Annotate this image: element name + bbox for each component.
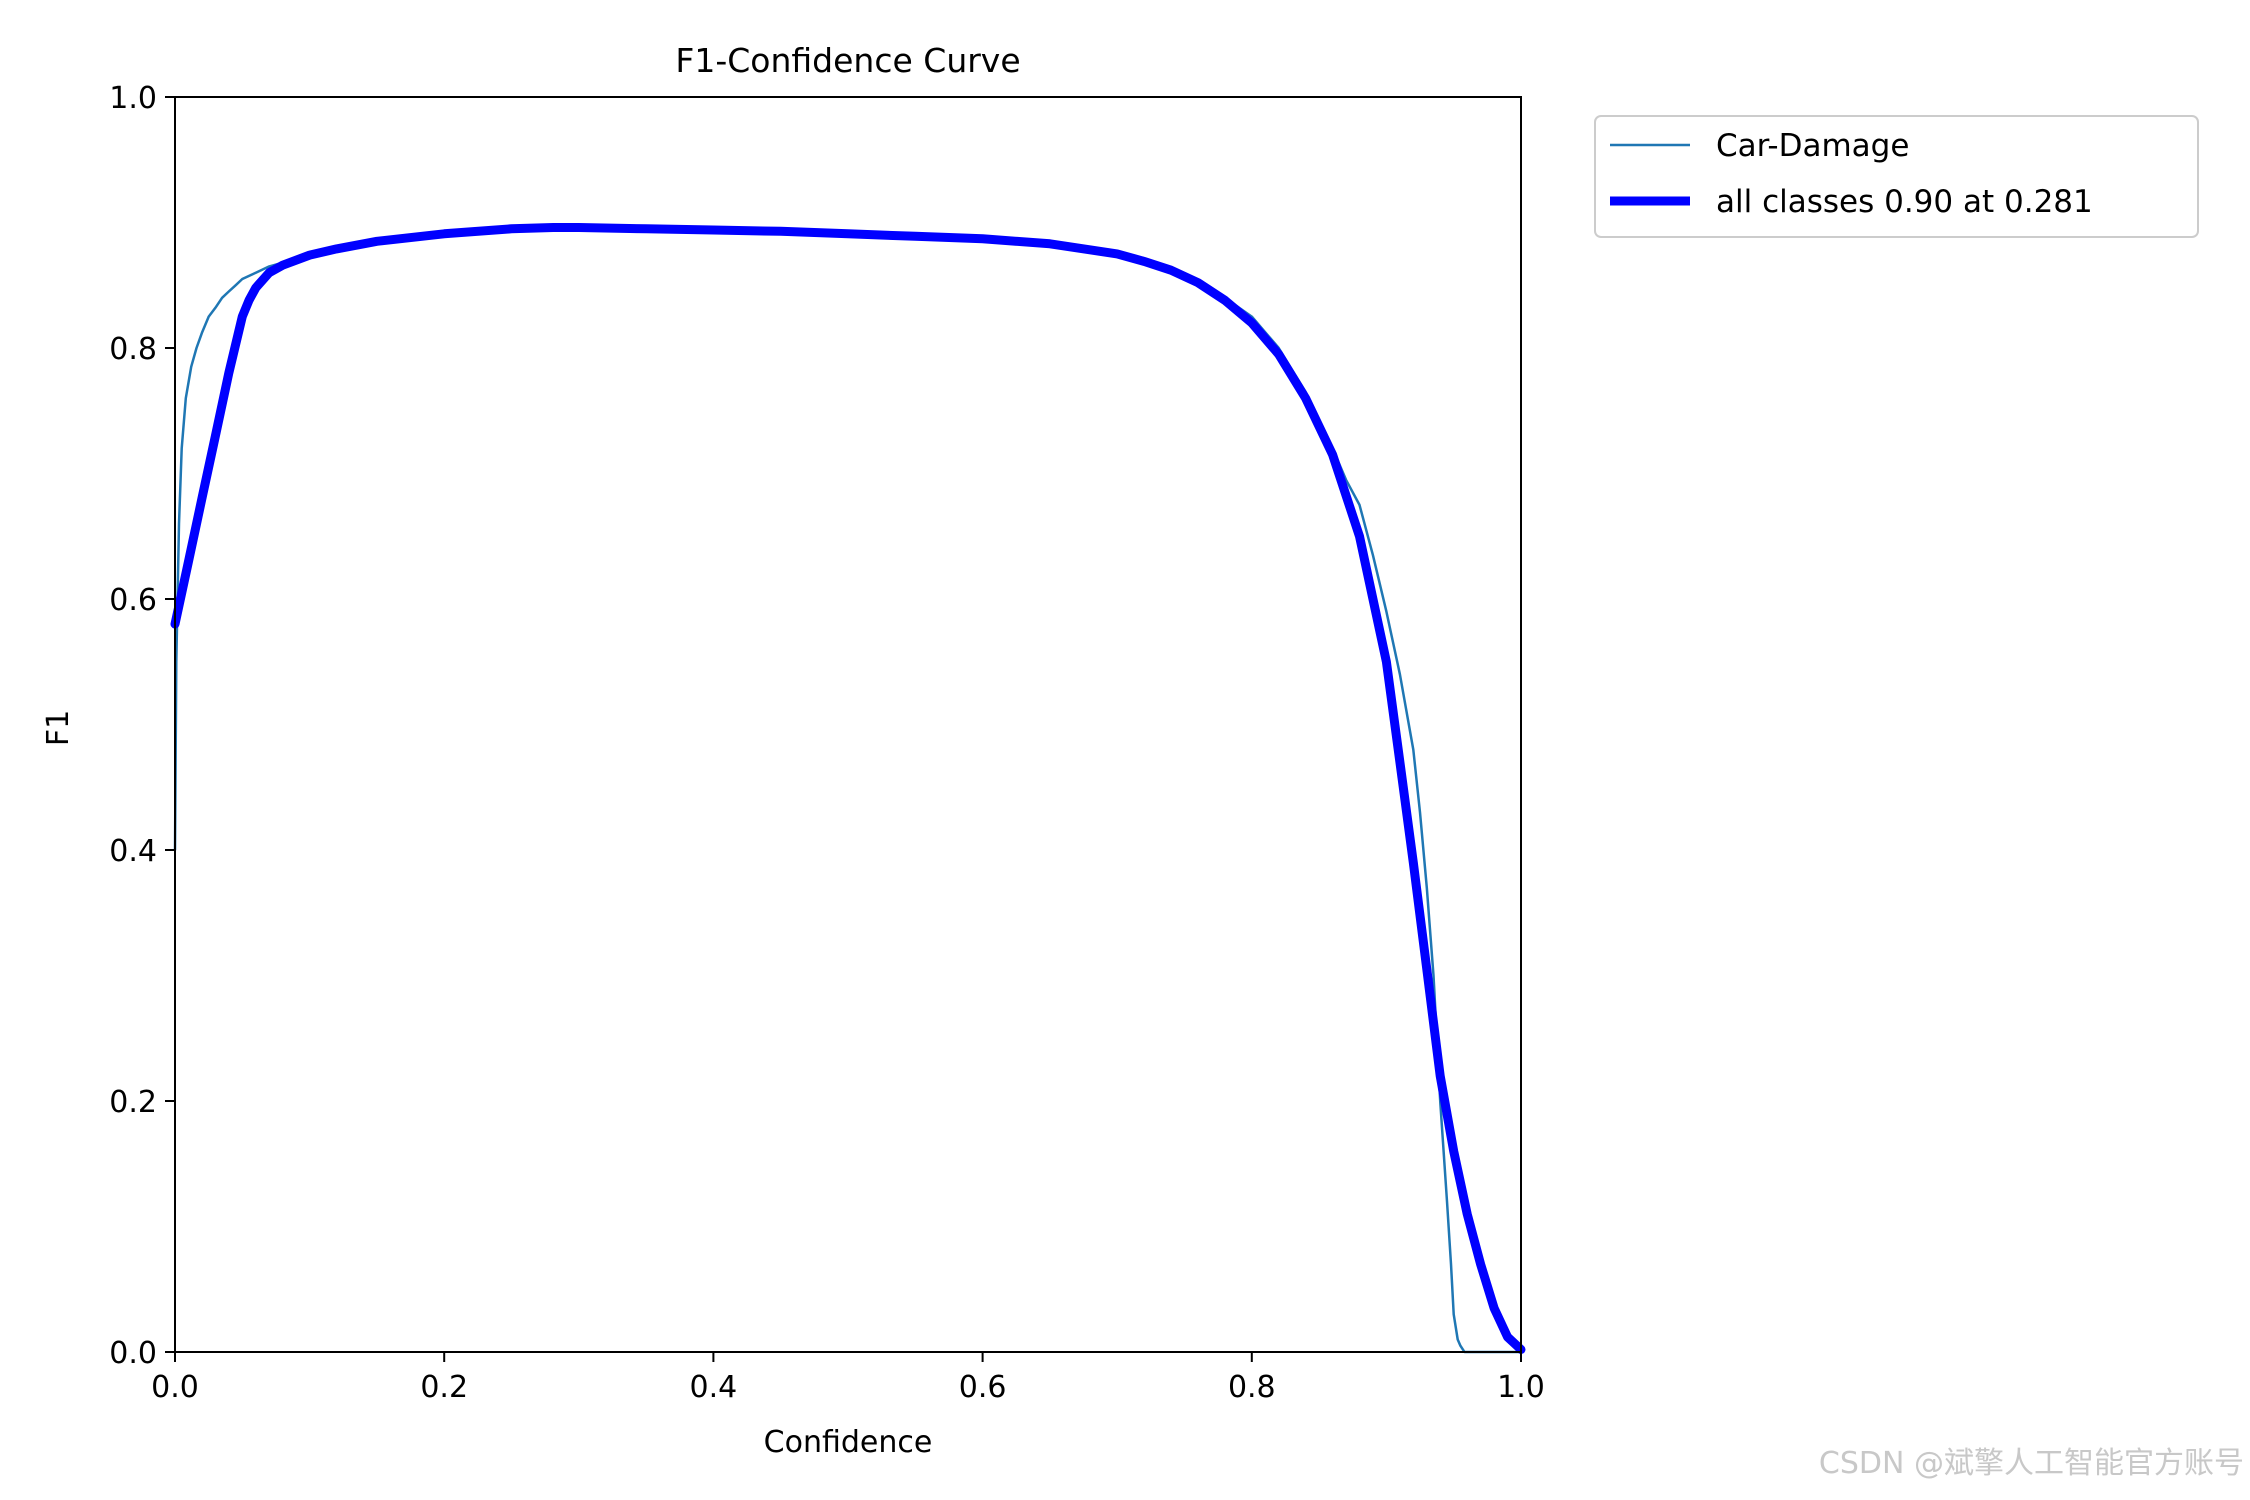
y-tick-label: 0.4 <box>109 834 157 869</box>
y-tick-label: 0.8 <box>109 332 157 367</box>
y-tick-label: 0.2 <box>109 1085 157 1120</box>
series-line-all-classes <box>170 223 1526 1354</box>
plot-frame <box>174 96 1522 1353</box>
x-tick-label: 0.6 <box>959 1370 1007 1405</box>
x-tick-label: 0.8 <box>1228 1370 1276 1405</box>
chart-title: F1-Confidence Curve <box>675 41 1020 80</box>
y-tick-label: 1.0 <box>109 81 157 116</box>
plot-lines <box>170 223 1526 1354</box>
x-tick-label: 0.4 <box>690 1370 738 1405</box>
legend-label-car-damage: Car-Damage <box>1716 128 1909 164</box>
x-axis: 0.0 0.2 0.4 0.6 0.8 1.0 <box>151 1352 1545 1405</box>
y-axis-label: F1 <box>41 710 76 746</box>
x-axis-label: Confidence <box>764 1425 933 1460</box>
watermark: CSDN @斌擎人工智能官方账号 <box>1818 1446 2244 1481</box>
x-tick-label: 1.0 <box>1497 1370 1545 1405</box>
x-tick-label: 0.0 <box>151 1370 199 1405</box>
y-tick-label: 0.0 <box>109 1336 157 1371</box>
legend-label-all-classes: all classes 0.90 at 0.281 <box>1716 184 2093 220</box>
legend-box <box>1594 115 2199 238</box>
y-axis: 0.0 0.2 0.4 0.6 0.8 1.0 <box>109 81 175 1371</box>
y-tick-label: 0.6 <box>109 583 157 618</box>
legend: Car-Damage all classes 0.90 at 0.281 <box>1594 115 2199 238</box>
series-line-car-damage <box>173 225 1523 1354</box>
x-tick-label: 0.2 <box>420 1370 468 1405</box>
